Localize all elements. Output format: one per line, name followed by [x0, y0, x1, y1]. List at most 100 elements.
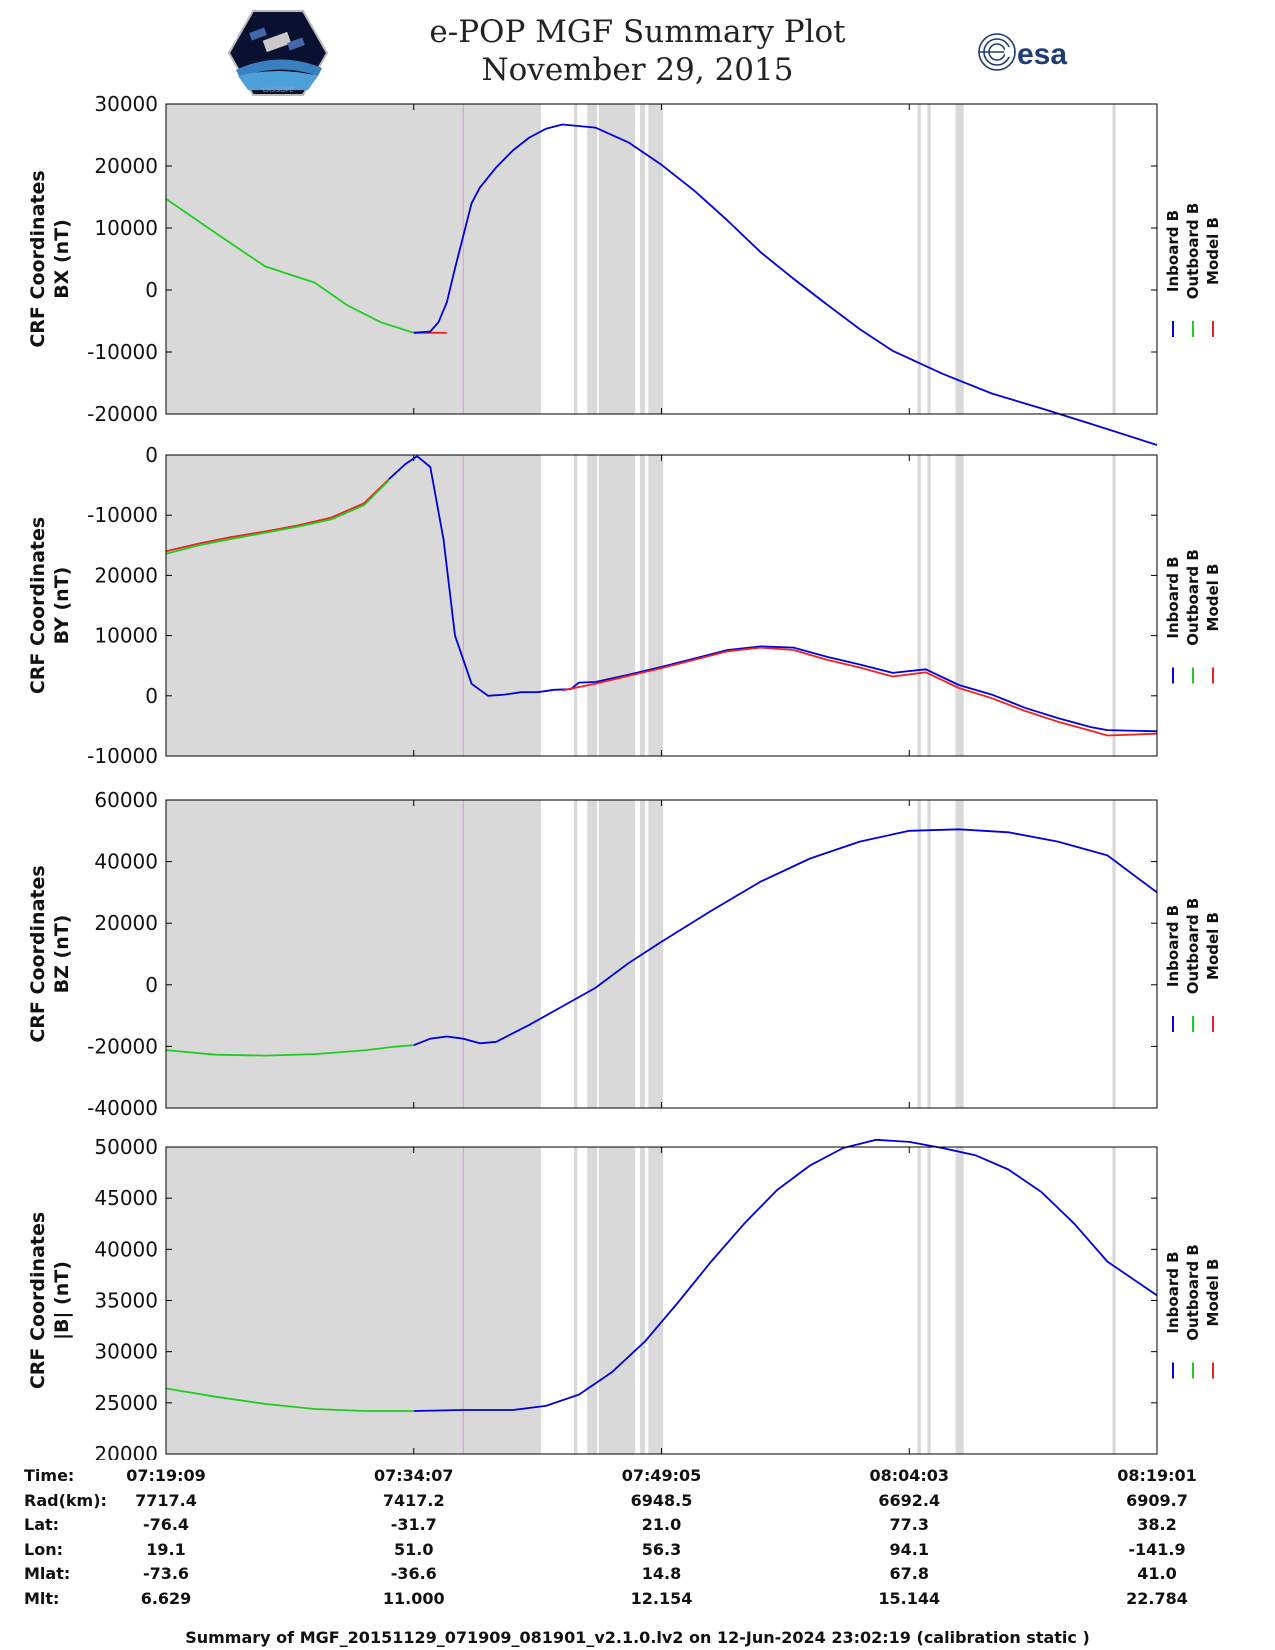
shaded-region	[587, 800, 598, 1108]
shaded-region	[573, 1147, 578, 1454]
series-line-model-b	[562, 646, 1158, 737]
y-axis-label: CRF Coordinates BZ (nT)	[27, 865, 73, 1042]
shaded-region	[598, 455, 636, 756]
y-tick-label: 10000	[94, 216, 158, 240]
y-tick-label: -10000	[87, 744, 158, 768]
shaded-region	[648, 1147, 664, 1454]
legend-label: Model B	[1204, 912, 1222, 980]
y-tick-label: 45000	[94, 1186, 158, 1210]
info-cell: 56.3	[641, 1539, 682, 1559]
shaded-region	[917, 104, 921, 414]
y-axis-label: CRF Coordinates BY (nT)	[27, 517, 73, 694]
y-tick-label: -40000	[87, 1096, 158, 1120]
series-line-inboard-b	[413, 1138, 1158, 1412]
shaded-region	[166, 455, 541, 756]
y-tick-label: 60000	[94, 788, 158, 812]
legend-label: Inboard B	[1164, 1251, 1182, 1333]
shaded-region	[640, 104, 645, 414]
y-tick-label: 0	[145, 443, 158, 467]
series-line-inboard-b	[388, 455, 1158, 733]
info-cell: 08:04:03	[869, 1466, 950, 1485]
y-axis-label-line2: BX (nT)	[51, 219, 73, 299]
shaded-region	[573, 104, 578, 414]
y-axis-label-line2: |B| (nT)	[51, 1261, 73, 1340]
shaded-region	[955, 1147, 964, 1454]
shaded-region	[648, 104, 664, 414]
y-axis-label-line2: BY (nT)	[51, 567, 73, 645]
shaded-region	[1112, 104, 1116, 414]
y-axis-label-line1: CRF Coordinates	[27, 517, 49, 694]
shaded-region	[573, 455, 578, 756]
footer-summary: Summary of MGF_20151129_071909_081901_v2…	[185, 1628, 1090, 1647]
info-cell: 67.8	[889, 1564, 929, 1583]
info-cell: 77.3	[889, 1515, 929, 1534]
shaded-region	[573, 800, 578, 1108]
series-line-inboard-b	[413, 828, 1158, 1047]
info-cell: 12.154	[630, 1588, 693, 1608]
charts-area: 30000 20000 10000 0 -10000 -20000 CRF Coordina…	[27, 92, 1222, 1460]
info-cell: 08:19:01	[1117, 1466, 1197, 1485]
shaded-region	[166, 104, 541, 414]
plot-date: November 29, 2015	[481, 52, 794, 88]
shaded-region	[587, 104, 598, 414]
series-line-model-b	[165, 478, 390, 553]
legend-label: Outboard B	[1184, 898, 1202, 995]
chart-panel-1: 30000 20000 10000 0 -10000 -20000 CRF Coordina…	[27, 92, 1222, 446]
y-tick-label: 10000	[94, 624, 158, 648]
legend-label: Model B	[1204, 564, 1222, 632]
info-cell: -73.6	[142, 1564, 190, 1583]
chart-panel-2: 0 -10000 20000 10000 0 -10000 CRF Coordinates B…	[27, 443, 1222, 768]
shaded-region	[166, 1147, 541, 1454]
shaded-region	[587, 455, 598, 756]
y-axis-label: CRF Coordinates |B| (nT)	[27, 1212, 73, 1389]
series-line-outboard-b	[165, 1044, 414, 1057]
shaded-region	[598, 800, 636, 1108]
legend-label: Model B	[1204, 217, 1222, 285]
shaded-region	[917, 1147, 921, 1454]
y-tick-label: 40000	[94, 850, 158, 874]
shaded-region	[955, 455, 964, 756]
info-row-label: Time:	[24, 1466, 75, 1485]
legend-label: Inboard B	[1164, 210, 1182, 292]
info-cell: 22.784	[1126, 1588, 1188, 1608]
cassiope-logo-text: CASSIOPE	[263, 88, 294, 94]
shaded-region	[927, 1147, 931, 1454]
info-cell: 6909.7	[1126, 1490, 1188, 1510]
y-tick-label: -20000	[87, 402, 158, 426]
shaded-region	[648, 800, 664, 1108]
legend-label: Outboard B	[1184, 203, 1202, 300]
y-tick-label: -10000	[87, 503, 158, 527]
info-row-label: Mlt:	[24, 1588, 60, 1608]
shaded-region	[927, 800, 931, 1108]
shaded-region	[598, 1147, 636, 1454]
info-row: Time: 07:19:09 07:34:07 07:49:05 08:04:03 08:…	[0, 1466, 1275, 1490]
cassiope-logo: CASSIOPE	[228, 10, 328, 96]
y-tick-label: 40000	[94, 1237, 158, 1261]
y-tick-label: 30000	[94, 92, 158, 116]
y-tick-label: 35000	[94, 1289, 158, 1313]
info-cell: 94.1	[889, 1539, 929, 1559]
y-tick-label: 20000	[94, 911, 158, 935]
legend-label: Inboard B	[1164, 556, 1182, 638]
y-tick-label: -20000	[87, 1034, 158, 1058]
info-cell: 6.629	[140, 1588, 192, 1608]
info-cell: 19.1	[146, 1539, 186, 1559]
info-cell: 41.0	[1137, 1564, 1177, 1583]
shaded-region	[587, 1147, 598, 1454]
shaded-region	[1112, 455, 1116, 756]
y-tick-label: 20000	[94, 1442, 158, 1460]
shaded-region	[927, 104, 931, 414]
info-row: Mlt: 6.629 11.000 12.154 15.144 22.784	[0, 1589, 1275, 1613]
shaded-region	[917, 800, 921, 1108]
info-row-label: Rad(km):	[24, 1490, 107, 1510]
series-line-inboard-b	[413, 123, 828, 334]
info-cell: -76.4	[142, 1515, 190, 1534]
legend-label: Outboard B	[1184, 1244, 1202, 1341]
y-tick-label: 25000	[94, 1391, 158, 1415]
info-cell: 14.8	[641, 1564, 682, 1583]
shaded-region	[917, 455, 921, 756]
series-line-outboard-b	[165, 198, 415, 334]
info-row: Lon: 19.1 51.0 56.3 94.1 -141.9	[0, 1540, 1275, 1564]
shaded-region	[955, 800, 964, 1108]
info-cell: 07:19:09	[126, 1466, 206, 1485]
